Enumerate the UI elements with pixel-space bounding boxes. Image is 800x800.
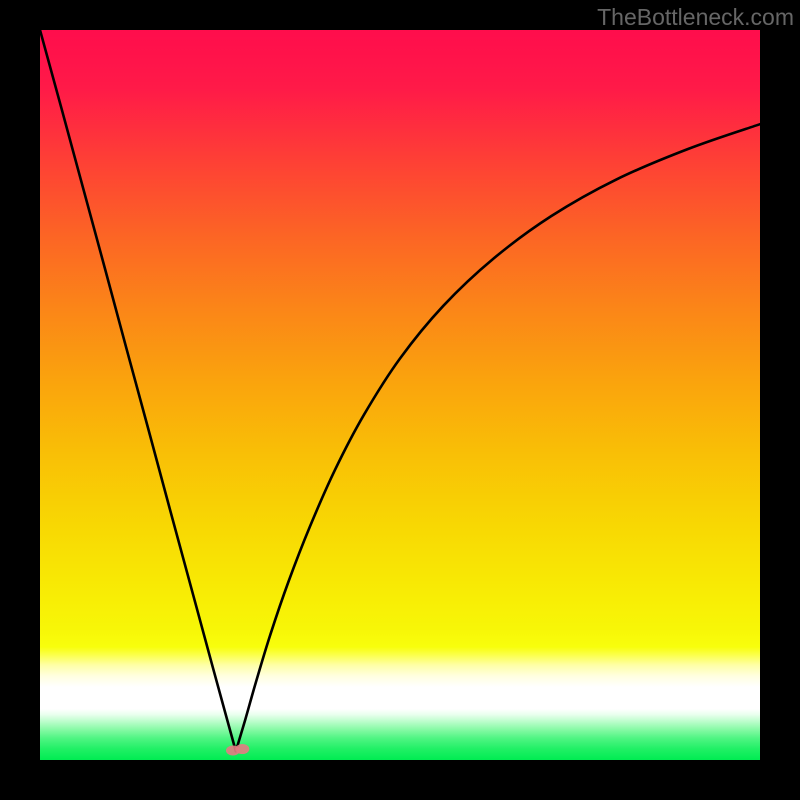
markers-group: [226, 744, 249, 755]
bottleneck-curve: [40, 30, 760, 751]
plot-area: [40, 30, 760, 760]
chart-container: TheBottleneck.com: [0, 0, 800, 800]
watermark-text: TheBottleneck.com: [597, 4, 794, 31]
minimum-marker: [235, 744, 249, 754]
curve-layer: [40, 30, 760, 760]
